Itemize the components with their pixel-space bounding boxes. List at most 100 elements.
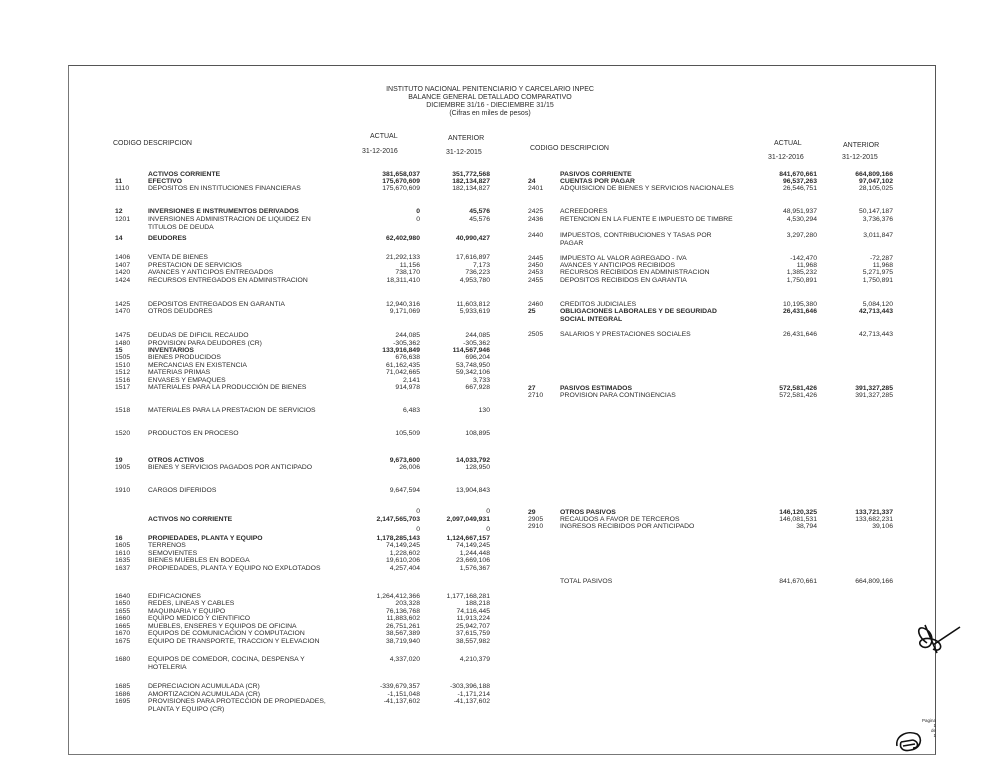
account-description: PROVISIONES PARA PROTECCION DE PROPIEDAD…: [148, 698, 326, 713]
account-code: 1685: [115, 683, 131, 690]
value-anterior: 38,557,982: [455, 638, 490, 645]
account-code: 1475: [115, 332, 131, 339]
account-code: 2460: [528, 301, 544, 308]
account-code: 1686: [115, 691, 131, 698]
value-actual: 841,670,661: [779, 171, 817, 178]
value-actual: 38,794: [796, 523, 817, 530]
account-code: 1505: [115, 354, 131, 361]
header-codigo-descripcion: CODIGO DESCRIPCION: [113, 140, 192, 147]
value-anterior: 17,616,897: [455, 254, 490, 261]
account-code: 1420: [115, 269, 131, 276]
page-of: de: [930, 728, 936, 733]
account-description: DEPOSITOS ENTREGADOS EN GARANTIA: [148, 301, 285, 308]
account-code: 1406: [115, 254, 131, 261]
account-code: 1517: [115, 384, 131, 391]
account-description: MATERIAS PRIMAS: [148, 369, 211, 376]
value-actual: 676,638: [395, 354, 420, 361]
page-label: Pagina: [922, 718, 937, 723]
account-code: 1695: [115, 698, 131, 705]
account-description: PRODUCTOS EN PROCESO: [148, 430, 239, 437]
value-anterior: 1,124,667,157: [446, 535, 490, 542]
account-code: 19: [115, 457, 123, 464]
account-code: 1655: [115, 608, 131, 615]
page-current: 1: [933, 723, 936, 728]
value-anterior: -305,362: [463, 340, 490, 347]
value-actual: 71,042,665: [385, 369, 420, 376]
value-anterior: 4,210,379: [459, 656, 490, 663]
value-actual: 572,581,426: [779, 392, 817, 399]
account-code: 1675: [115, 638, 131, 645]
account-description: EDIFICACIONES: [148, 593, 201, 600]
value-anterior: 664,809,166: [855, 171, 893, 178]
value-anterior: 108,895: [465, 430, 490, 437]
account-description: ACTIVOS CORRIENTE: [148, 171, 221, 178]
value-anterior: 391,327,285: [855, 392, 893, 399]
value-anterior: 11,603,812: [456, 301, 490, 308]
header-actual: ACTUAL: [774, 140, 802, 147]
title-report: BALANCE GENERAL DETALLADO COMPARATIVO: [408, 94, 572, 101]
account-code: 1660: [115, 615, 131, 622]
value-anterior: 2,097,049,931: [446, 516, 490, 523]
value-anterior: 59,342,106: [455, 369, 490, 376]
account-description: ACREEDORES: [560, 208, 608, 215]
account-code: 2436: [528, 216, 544, 223]
value-actual: 841,670,661: [779, 578, 817, 585]
value-actual: 96,537,263: [782, 178, 817, 185]
account-code: 2401: [528, 185, 544, 192]
account-code: 2910: [528, 523, 544, 530]
value-actual: 4,257,404: [389, 565, 420, 572]
value-anterior: 133,721,337: [855, 509, 893, 516]
value-actual: 2,141: [402, 377, 420, 384]
value-actual: 0: [416, 208, 420, 215]
account-description: EQUIPOS DE COMUNICACION Y COMPUTACION: [148, 630, 305, 637]
account-code: 1670: [115, 630, 131, 637]
account-code: 29: [528, 509, 536, 516]
value-actual: 10,195,380: [782, 301, 817, 308]
account-description: INVENTARIOS: [148, 347, 194, 354]
account-description: OTROS DEUDORES: [148, 308, 213, 315]
account-code: 1610: [115, 550, 131, 557]
value-anterior: 182,134,827: [452, 178, 490, 185]
value-actual: 26,006: [399, 464, 420, 471]
account-description: DEPRECIACION ACUMULADA (CR): [148, 683, 260, 690]
value-actual: 914,978: [395, 384, 420, 391]
value-actual: -142,470: [790, 255, 817, 262]
account-code: 1110: [115, 185, 130, 192]
value-anterior: 42,713,443: [858, 331, 893, 338]
account-code: 25: [528, 308, 536, 315]
value-anterior: 182,134,827: [452, 185, 490, 192]
account-description: EQUIPOS DE COMEDOR, COCINA, DESPENSA Y H…: [148, 656, 305, 671]
account-description: INVERSIONES E INSTRUMENTOS DERIVADOS: [148, 208, 299, 215]
account-code: 2450: [528, 262, 544, 269]
value-actual: 11,968: [796, 262, 817, 269]
value-anterior: 0: [486, 508, 490, 515]
value-anterior: 696,204: [465, 354, 490, 361]
account-code: 14: [115, 235, 123, 242]
value-anterior: 7,173: [472, 262, 490, 269]
account-code: 1425: [115, 301, 131, 308]
value-actual: 48,951,937: [782, 208, 817, 215]
account-description: DEUDORES: [148, 235, 187, 242]
account-description: TOTAL PASIVOS: [560, 578, 613, 585]
value-anterior: 133,682,231: [855, 516, 893, 523]
title-period: DICIEMBRE 31/16 - DIECIEMBRE 31/15: [426, 102, 554, 109]
header-date-actual: 31-12-2016: [768, 154, 804, 161]
value-anterior: 128,950: [465, 464, 490, 471]
value-anterior: 1,244,448: [459, 550, 490, 557]
account-code: 1520: [115, 430, 131, 437]
header-date-anterior: 31-12-2015: [842, 154, 878, 161]
account-code: 2440: [528, 232, 544, 239]
account-description: IMPUESTO AL VALOR AGREGADO - IVA: [560, 255, 687, 262]
header-actual: ACTUAL: [370, 133, 398, 140]
account-description: OTROS ACTIVOS: [148, 457, 205, 464]
account-description: RECURSOS RECIBIDOS EN ADMINISTRACION: [560, 269, 710, 276]
value-actual: 38,719,940: [385, 638, 420, 645]
value-anterior: 1,576,367: [459, 565, 490, 572]
account-description: DEPOSITOS RECIBIDOS EN GARANTIA: [560, 277, 687, 284]
value-anterior: 50,147,187: [858, 208, 893, 215]
value-actual: 0: [416, 526, 420, 533]
value-actual: 9,647,594: [389, 487, 420, 494]
account-code: 24: [528, 178, 536, 185]
account-code: 1510: [115, 362, 131, 369]
value-anterior: 25,942,707: [455, 623, 490, 630]
